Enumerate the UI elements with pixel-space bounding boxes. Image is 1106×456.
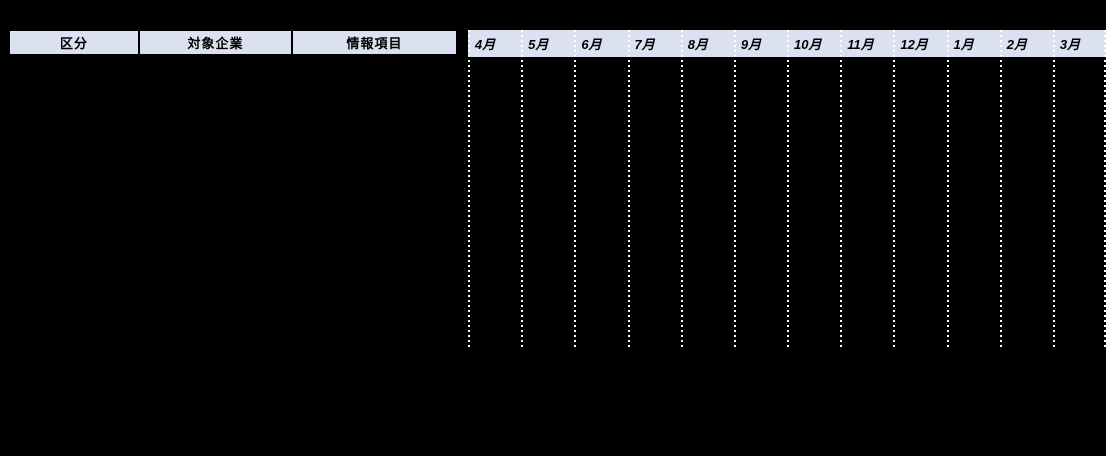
month-cell-10: 1月 <box>947 30 1000 57</box>
month-cell-5: 8月 <box>681 30 734 57</box>
month-label: 9月 <box>740 37 762 52</box>
month-cell-3: 6月 <box>574 30 627 57</box>
month-label: 1月 <box>953 37 974 52</box>
month-gridline <box>946 30 949 348</box>
month-cell-12: 3月 <box>1053 30 1106 57</box>
header-cell-taisho-kigyo: 対象企業 <box>140 31 291 54</box>
month-gridline <box>574 30 577 348</box>
month-label: 7月 <box>634 37 655 52</box>
month-gridline <box>521 30 524 348</box>
header-cell-joho-komoku: 情報項目 <box>293 31 456 54</box>
month-label: 8月 <box>687 37 708 52</box>
month-gridline <box>999 30 1002 348</box>
month-label: 2月 <box>1006 37 1027 52</box>
month-cell-7: 10月 <box>787 30 840 57</box>
month-gridline <box>468 30 470 348</box>
month-cell-9: 12月 <box>893 30 946 57</box>
month-gridline <box>680 30 683 348</box>
month-cell-8: 11月 <box>840 30 893 57</box>
month-gridline <box>733 30 736 348</box>
month-cell-4: 7月 <box>628 30 681 57</box>
month-label: 11月 <box>847 37 874 52</box>
month-gridline <box>840 30 843 348</box>
month-gridline <box>1052 30 1055 348</box>
month-gridline <box>787 30 789 348</box>
month-label: 12月 <box>900 37 928 52</box>
month-label: 4月 <box>475 37 496 52</box>
header-row: 区分 対象企業 情報項目 <box>10 31 456 54</box>
month-cell-11: 2月 <box>1000 30 1053 57</box>
header-cell-kubun: 区分 <box>10 31 138 54</box>
month-label: 3月 <box>1059 37 1081 52</box>
month-cell-2: 5月 <box>521 30 574 57</box>
timeline-gridlines <box>468 30 1106 348</box>
month-label: 10月 <box>794 37 822 52</box>
month-gridline <box>893 30 896 348</box>
month-gridline <box>627 30 630 348</box>
month-cell-6: 9月 <box>734 30 787 57</box>
month-label: 5月 <box>528 37 549 52</box>
month-cell-1: 4月 <box>468 30 521 57</box>
month-label: 6月 <box>581 37 602 52</box>
month-band: 4月 5月 6月 7月 8月 9月 10月 11月 12月 1月 2月 3月 <box>468 30 1106 57</box>
